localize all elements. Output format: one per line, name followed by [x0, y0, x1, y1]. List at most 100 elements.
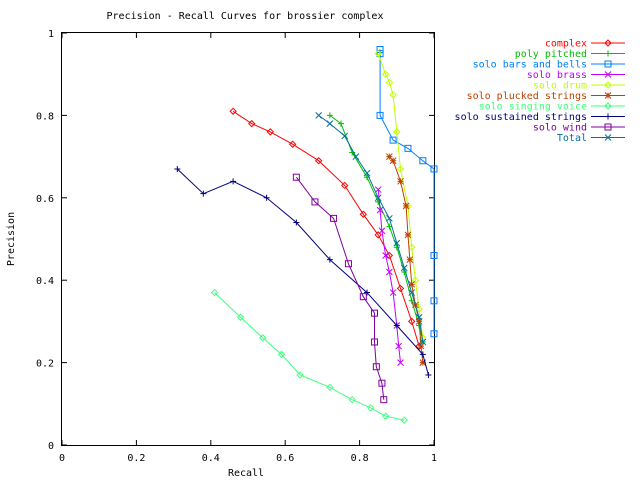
legend-label: solo wind [533, 123, 587, 134]
x-tick-label: 1 [431, 453, 437, 464]
data-point [378, 227, 386, 235]
data-point [393, 244, 400, 251]
data-point [385, 251, 394, 260]
series-2 [376, 45, 438, 338]
legend-label: solo singing voice [479, 102, 587, 113]
x-tick-label: 0 [59, 453, 65, 464]
data-point [311, 198, 319, 206]
series-0 [229, 107, 423, 350]
legend-marker [604, 134, 612, 141]
data-point [386, 215, 393, 222]
data-point [367, 404, 375, 412]
y-tick-label: 0.2 [36, 359, 54, 370]
data-point [389, 157, 397, 165]
data-point [393, 239, 401, 247]
x-tick-label: 0.2 [127, 453, 145, 464]
data-point [380, 396, 388, 404]
data-point [326, 256, 333, 263]
data-point [386, 153, 393, 160]
data-point [341, 181, 349, 190]
data-point [408, 280, 416, 288]
legend-label: solo sustained strings [455, 112, 587, 123]
data-point [376, 50, 384, 58]
series-7 [174, 165, 432, 378]
data-point [404, 231, 412, 239]
legend-marker [605, 50, 611, 57]
data-point [236, 313, 245, 321]
legend-label: solo bars and bells [473, 60, 587, 71]
data-point [229, 107, 237, 115]
data-point [389, 289, 397, 296]
data-point [292, 173, 300, 181]
data-point [402, 202, 410, 210]
x-axis-label: Recall [228, 468, 264, 479]
legend-item: poly pitched [515, 49, 625, 60]
data-point [417, 342, 425, 350]
legend-item: solo brass [527, 70, 625, 81]
data-point [415, 305, 423, 313]
legend-item: solo sustained strings [455, 112, 625, 123]
data-point [296, 371, 304, 379]
legend-marker [604, 81, 612, 89]
data-point [248, 119, 256, 128]
y-tick-label: 0.4 [36, 276, 54, 287]
data-point [396, 165, 405, 173]
data-point [341, 132, 349, 140]
data-point [344, 260, 352, 268]
data-point [408, 289, 416, 296]
data-point [370, 338, 378, 346]
data-point [372, 363, 380, 371]
data-point [376, 206, 384, 214]
data-point [338, 120, 344, 127]
series-9 [315, 112, 427, 346]
series-line [377, 53, 424, 338]
data-point [174, 165, 181, 172]
chart-title: Precision - Recall Curves for brossier c… [107, 11, 384, 22]
data-point [407, 243, 416, 251]
data-point [326, 383, 334, 392]
y-tick-label: 0.6 [36, 194, 54, 205]
series-line [379, 49, 435, 334]
data-point [407, 317, 416, 326]
data-point [200, 190, 207, 197]
series-8 [292, 173, 388, 404]
y-axis: 0 0.2 0.4 0.6 0.8 1 [36, 29, 434, 452]
data-point [364, 289, 371, 296]
data-point [359, 293, 367, 301]
legend-item: solo wind [533, 123, 625, 134]
data-point [374, 194, 382, 202]
legend-label: solo plucked strings [467, 91, 587, 102]
data-point [359, 210, 368, 218]
data-point [378, 379, 386, 387]
data-point [363, 169, 371, 177]
series-line [176, 168, 429, 376]
data-point [374, 231, 382, 239]
legend-item: complex [545, 39, 625, 50]
y-tick-label: 1 [48, 29, 54, 40]
data-point [406, 256, 414, 263]
data-point [326, 120, 334, 127]
data-point [386, 268, 393, 276]
series-layer [174, 45, 438, 424]
legend-item: solo drum [533, 81, 625, 92]
data-point [419, 338, 427, 346]
x-tick-label: 0.8 [351, 453, 369, 464]
data-point [393, 128, 401, 136]
series-line [389, 156, 424, 363]
x-axis: 0 0.2 0.4 0.6 0.8 1 [59, 33, 437, 464]
data-point [263, 194, 270, 201]
legend-marker [604, 39, 612, 47]
data-point [396, 284, 405, 293]
data-point [374, 186, 382, 193]
data-point [382, 252, 389, 259]
data-point [330, 214, 338, 222]
legend-item: Total [557, 133, 625, 144]
data-point [430, 330, 438, 338]
data-point [352, 153, 360, 160]
data-point [389, 91, 397, 99]
data-point [385, 78, 394, 87]
data-point [419, 351, 426, 358]
data-point [348, 395, 356, 404]
series-line [377, 189, 401, 363]
